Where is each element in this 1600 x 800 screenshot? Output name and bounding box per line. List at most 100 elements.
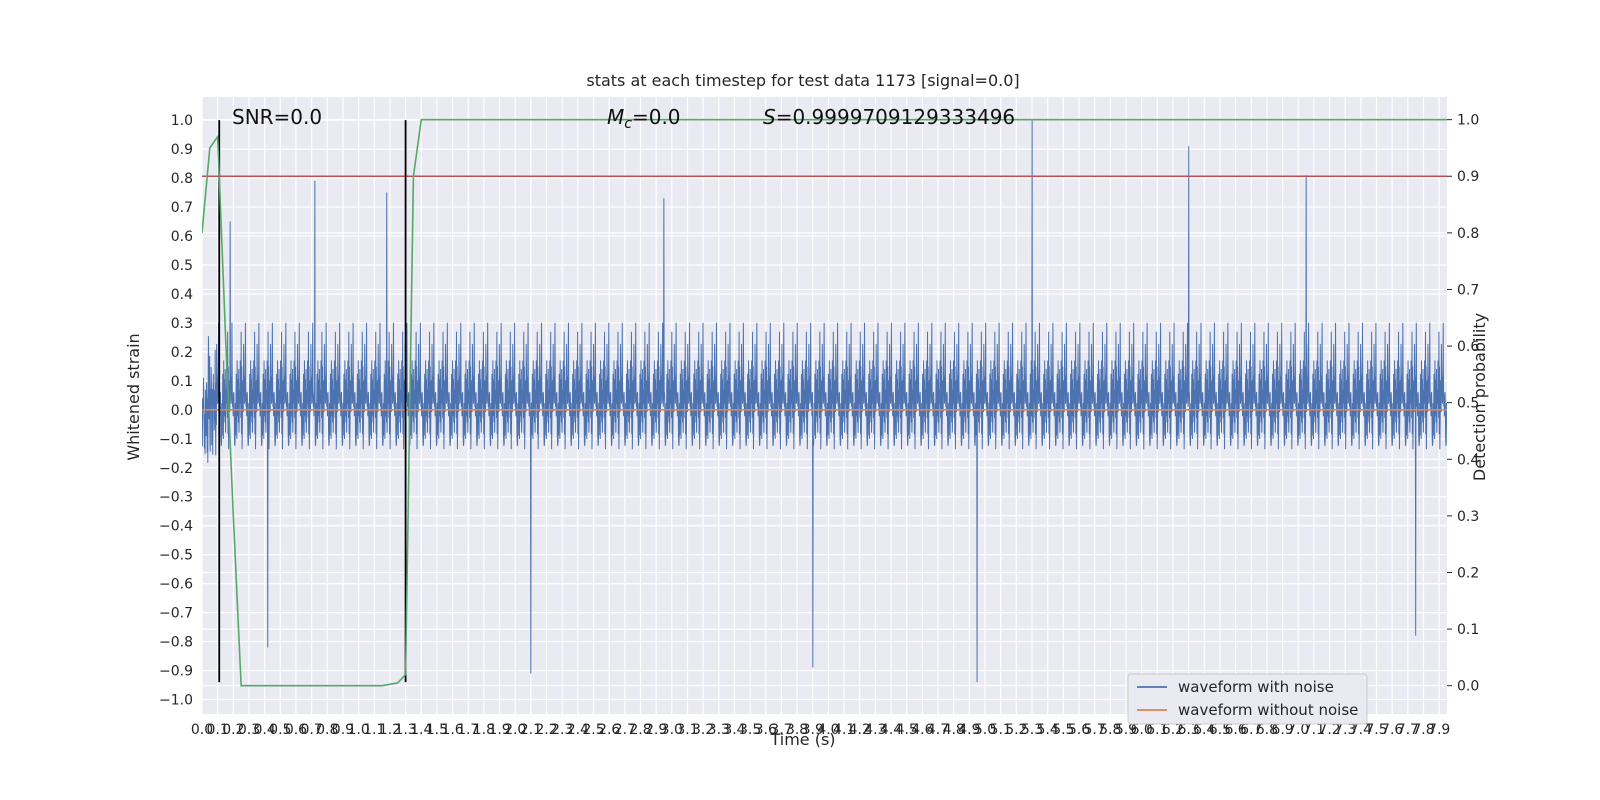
x-tick-label: 5.7	[1084, 722, 1106, 738]
x-tick-label: 3.9	[802, 722, 824, 738]
y-tick-label: 1.0	[171, 113, 193, 129]
x-tick-label: 0.4	[254, 722, 276, 738]
mc-annotation: Mc=0.0	[607, 105, 681, 132]
y2-axis-label: Detection probability	[1470, 313, 1489, 481]
x-tick-label: 3.7	[770, 722, 792, 738]
x-tick-label: 7.2	[1318, 722, 1340, 738]
x-tick-label: 5.1	[990, 722, 1012, 738]
y2-tick-label: 0.4	[1457, 452, 1479, 468]
x-axis-label: Time (s)	[769, 730, 835, 749]
x-tick-label: 6.9	[1271, 722, 1293, 738]
x-tick-label: 1.2	[379, 722, 401, 738]
x-tick-label: 3.0	[661, 722, 683, 738]
s-value: =0.9999709129333496	[776, 105, 1015, 129]
x-tick-label: 1.9	[488, 722, 510, 738]
x-tick-label: 2.8	[629, 722, 651, 738]
x-tick-label: 6.3	[1177, 722, 1199, 738]
x-tick-label: 4.5	[896, 722, 918, 738]
y2-tick-label: 0.5	[1457, 396, 1479, 412]
x-tick-label: 1.6	[441, 722, 463, 738]
x-tick-label: 1.3	[394, 722, 416, 738]
x-tick-label: 3.4	[723, 722, 745, 738]
x-tick-label: 2.2	[535, 722, 557, 738]
x-tick-label: 7.5	[1365, 722, 1387, 738]
mc-subscript: c	[624, 116, 632, 132]
series-detection-probability	[202, 118, 1447, 687]
x-tick-label: 7.6	[1381, 722, 1403, 738]
x-tick-label: 4.6	[911, 722, 933, 738]
x-tick-label: 6.6	[1224, 722, 1246, 738]
x-tick-label: 0.5	[269, 722, 291, 738]
x-tick-label: 4.9	[958, 722, 980, 738]
x-tick-label: 3.3	[708, 722, 730, 738]
y-tick-label: −0.5	[159, 548, 193, 564]
x-tick-label: 4.2	[849, 722, 871, 738]
mc-value: =0.0	[632, 105, 681, 129]
x-tick-label: 1.7	[457, 722, 479, 738]
x-tick-label: 0.7	[300, 722, 322, 738]
x-tick-label: 0.2	[222, 722, 244, 738]
x-tick-label: 7.0	[1287, 722, 1309, 738]
x-tick-label: 3.8	[786, 722, 808, 738]
y-tick-label: 0.2	[171, 345, 193, 361]
x-tick-label: 2.0	[504, 722, 526, 738]
x-tick-label: 2.9	[645, 722, 667, 738]
y2-tick-label: 0.6	[1457, 339, 1479, 355]
y2-tick-label: 0.0	[1457, 679, 1479, 695]
x-tick-label: 4.3	[864, 722, 886, 738]
y-tick-label: −0.2	[159, 461, 193, 477]
y-tick-label: 0.0	[171, 403, 193, 419]
y-tick-label: −0.1	[159, 432, 193, 448]
x-tick-label: 5.8	[1099, 722, 1121, 738]
x-tick-label: 3.6	[755, 722, 777, 738]
y2-tick-label: 0.3	[1457, 509, 1479, 525]
y2-tick-label: 0.9	[1457, 169, 1479, 185]
x-tick-label: 2.7	[614, 722, 636, 738]
y-tick-label: 0.4	[171, 287, 193, 303]
chart-title: stats at each timestep for test data 117…	[586, 71, 1019, 90]
y2-tick-label: 1.0	[1457, 113, 1479, 129]
legend-box	[1127, 673, 1368, 725]
y2-tick-label: 0.8	[1457, 226, 1479, 242]
x-tick-label: 4.1	[833, 722, 855, 738]
x-tick-label: 0.1	[207, 722, 229, 738]
x-tick-label: 5.2	[1005, 722, 1027, 738]
y-tick-label: 0.3	[171, 316, 193, 332]
x-tick-label: 6.8	[1256, 722, 1278, 738]
x-tick-label: 6.5	[1209, 722, 1231, 738]
y-tick-label: −0.7	[159, 606, 193, 622]
y-axis-left-ticks: 1.0 0.9 0.8 0.7 0.6 0.5 0.4 0.3 0.2 0.1 0.0 −0.1 −0.…	[159, 113, 193, 708]
y-tick-label: −1.0	[159, 693, 193, 709]
y-tick-label: −0.8	[159, 635, 193, 651]
mc-symbol: M	[607, 105, 624, 129]
x-tick-label: 1.8	[473, 722, 495, 738]
snr-annotation: SNR=0.0	[232, 105, 322, 129]
x-tick-label: 4.8	[943, 722, 965, 738]
legend-label-waveform-with-noise: waveform with noise	[1178, 678, 1334, 696]
y-tick-label: 0.1	[171, 374, 193, 390]
x-tick-label: 4.7	[927, 722, 949, 738]
y-tick-label: −0.4	[159, 519, 193, 535]
x-axis-ticks: 0.00.10.20.30.40.50.60.70.80.91.01.11.21…	[191, 722, 1450, 738]
x-tick-label: 7.8	[1412, 722, 1434, 738]
x-tick-label: 6.1	[1146, 722, 1168, 738]
y-tick-label: 0.8	[171, 171, 193, 187]
x-tick-label: 7.4	[1350, 722, 1372, 738]
vertical-markers	[218, 120, 407, 683]
x-tick-label: 6.0	[1130, 722, 1152, 738]
y-axis-label: Whitened strain	[124, 333, 143, 460]
x-tick-label: 0.3	[238, 722, 260, 738]
x-tick-label: 7.1	[1303, 722, 1325, 738]
y-tick-label: −0.3	[159, 490, 193, 506]
x-tick-label: 6.7	[1240, 722, 1262, 738]
x-tick-label: 6.2	[1162, 722, 1184, 738]
x-tick-label: 2.6	[598, 722, 620, 738]
x-tick-label: 0.9	[332, 722, 354, 738]
x-tick-label: 0.8	[316, 722, 338, 738]
x-tick-label: 4.0	[817, 722, 839, 738]
x-tick-label: 1.1	[363, 722, 385, 738]
x-tick-label: 6.4	[1193, 722, 1215, 738]
x-tick-label: 5.4	[1037, 722, 1059, 738]
x-tick-label: 3.2	[692, 722, 714, 738]
